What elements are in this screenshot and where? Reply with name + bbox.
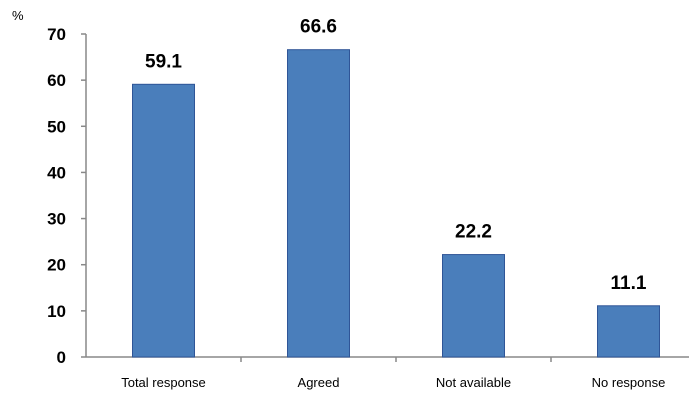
y-tick-label: 50 [47,117,66,136]
category-label: Not available [436,375,511,390]
y-tick-label: 70 [47,25,66,44]
y-tick-label: 10 [47,302,66,321]
data-label: 66.6 [300,17,337,38]
bar [132,83,195,358]
y-unit-label: % [12,8,24,23]
data-label: 22.2 [455,222,492,243]
bars [132,49,660,358]
category-labels: Total response Agreed Not available No resp… [121,375,665,390]
y-tick-label: 60 [47,71,66,90]
bar [442,254,505,358]
y-tick-label: 40 [47,163,66,182]
category-label: Agreed [298,375,340,390]
y-tick-label: 20 [47,256,66,275]
category-label: Total response [121,375,206,390]
y-axis: 0 10 20 30 40 50 60 70 [47,25,87,367]
bar [597,305,660,358]
y-tick-label: 0 [57,348,66,367]
x-axis [86,356,689,362]
category-label: No response [592,375,666,390]
data-label: 11.1 [611,273,647,294]
data-labels: 59.1 66.6 22.2 11.1 [145,17,647,294]
data-label: 59.1 [145,51,182,72]
y-tick-label: 30 [47,210,66,229]
bar [287,49,350,358]
